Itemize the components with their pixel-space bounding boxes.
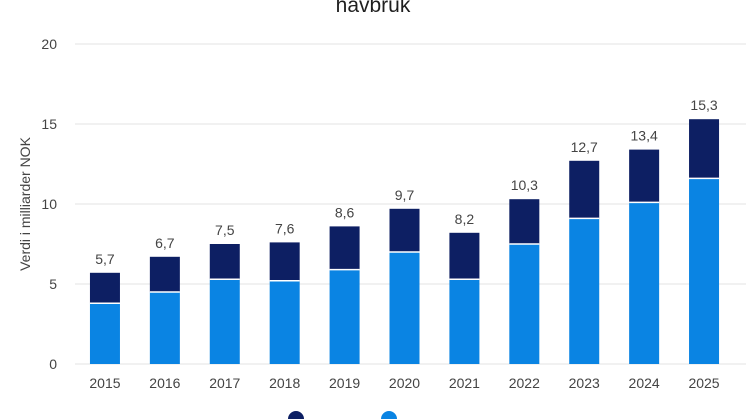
total-data-label: 8,2	[455, 211, 475, 227]
bar-segment-series-2	[629, 149, 660, 203]
y-tick-label: 5	[49, 276, 57, 292]
x-tick-label: 2016	[149, 375, 180, 391]
chart-title: havbruk	[335, 0, 411, 17]
total-data-label: 10,3	[511, 177, 538, 193]
y-axis-label: Verdi i milliarder NOK	[17, 136, 33, 270]
bar-segment-series-1	[89, 303, 120, 364]
legend	[288, 411, 397, 419]
legend-swatch-series-2	[288, 411, 304, 419]
bar-segment-series-2	[389, 208, 420, 252]
bar-segment-series-1	[509, 244, 540, 364]
data-labels: 5,7 6,7 7,5 7,6 8,6 9,7 8,2 10,3 12,7 13,4 15,3	[95, 97, 718, 267]
bar-segment-series-1	[689, 178, 720, 364]
total-data-label: 6,7	[155, 235, 175, 251]
total-data-label: 9,7	[395, 187, 415, 203]
bar-segment-series-2	[569, 160, 600, 219]
legend-swatch-series-1	[381, 411, 397, 419]
bar-segment-series-2	[209, 244, 240, 280]
total-data-label: 5,7	[95, 251, 115, 267]
bar-segment-series-1	[389, 252, 420, 364]
x-tick-label: 2015	[89, 375, 120, 391]
bar-segment-series-2	[509, 199, 540, 244]
x-tick-label: 2023	[569, 375, 600, 391]
y-tick-label: 0	[49, 356, 57, 372]
y-tick-label: 15	[41, 116, 57, 132]
bar-segment-series-2	[149, 256, 180, 292]
x-tick-label: 2018	[269, 375, 300, 391]
bar-segment-series-2	[89, 272, 120, 304]
bar-segment-series-2	[449, 232, 480, 280]
bar-segment-series-2	[269, 242, 300, 281]
total-data-label: 7,5	[215, 222, 235, 238]
y-axis-ticks: 0 5 10 15 20	[41, 36, 57, 372]
x-tick-label: 2017	[209, 375, 240, 391]
bar-segment-series-1	[629, 202, 660, 364]
bar-segment-series-1	[149, 292, 180, 364]
total-data-label: 8,6	[335, 204, 355, 220]
total-data-label: 7,6	[275, 220, 295, 236]
bar-segment-series-2	[689, 119, 720, 179]
x-tick-label: 2020	[389, 375, 420, 391]
total-data-label: 15,3	[690, 97, 717, 113]
x-tick-label: 2022	[509, 375, 540, 391]
x-tick-label: 2025	[688, 375, 719, 391]
total-data-label: 13,4	[631, 128, 658, 144]
x-tick-label: 2024	[629, 375, 660, 391]
bar-segment-series-1	[209, 279, 240, 364]
bar-segment-series-1	[449, 279, 480, 364]
bar-segment-series-1	[269, 280, 300, 364]
x-tick-label: 2021	[449, 375, 480, 391]
x-axis-ticks: 2015 2016 2017 2018 2019 2020 2021 2022 2023 2024…	[89, 375, 719, 391]
total-data-label: 12,7	[571, 139, 598, 155]
y-tick-label: 10	[41, 196, 57, 212]
bar-segment-series-2	[329, 226, 360, 270]
x-tick-label: 2019	[329, 375, 360, 391]
bar-segment-series-1	[569, 218, 600, 364]
bars	[89, 119, 720, 364]
bar-segment-series-1	[329, 269, 360, 364]
y-tick-label: 20	[41, 36, 57, 52]
